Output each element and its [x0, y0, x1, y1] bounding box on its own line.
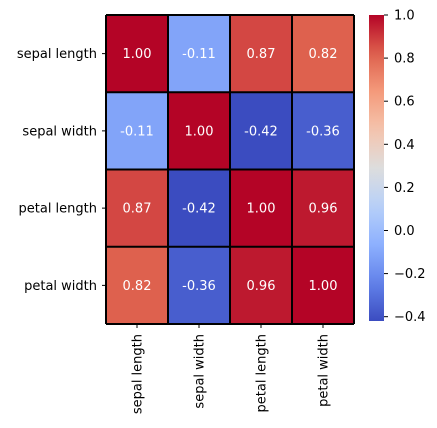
cell-value-label: -0.36	[306, 124, 340, 139]
colorbar-tick-label: 0.8	[394, 52, 415, 67]
heatmap-cell	[230, 246, 292, 324]
colorbar-tick-label: 0.2	[394, 181, 415, 196]
cell-value-label: 1.00	[309, 279, 338, 294]
colorbar-tick-label: −0.2	[394, 267, 426, 282]
colorbar-gradient	[369, 15, 384, 321]
heatmap-cell	[106, 15, 168, 93]
cell-value-label: -0.42	[182, 202, 216, 217]
colorbar-tick-label: −0.4	[394, 310, 426, 325]
heatmap-cell	[106, 92, 168, 170]
colorbar: 1.0 0.8 0.6 0.4 0.2 0.0 −0.2 −0.4	[369, 9, 426, 325]
heatmap-cell	[292, 15, 354, 93]
cell-value-label: -0.42	[244, 124, 278, 139]
heatmap-cell	[106, 246, 168, 324]
column-label: petal length	[255, 334, 270, 413]
heatmap-cell	[292, 92, 354, 170]
heatmap-cell	[168, 92, 230, 170]
heatmap-cell	[292, 246, 354, 324]
cell-value-label: 0.87	[247, 47, 276, 62]
heatmap-cell	[168, 169, 230, 247]
colorbar-tick-label: 0.6	[394, 95, 415, 110]
heatmap-cell	[292, 169, 354, 247]
cell-value-label: 0.82	[123, 279, 152, 294]
colorbar-tick-label: 0.0	[394, 224, 415, 239]
row-labels: sepal length sepal width petal length petal…	[17, 47, 106, 294]
cell-value-label: 0.96	[309, 202, 338, 217]
heatmap-cell	[230, 92, 292, 170]
heatmap-cell	[168, 15, 230, 93]
cell-value-label: -0.36	[182, 279, 216, 294]
heatmap-cell	[168, 246, 230, 324]
heatmap-cell	[106, 169, 168, 247]
row-label: sepal length	[17, 47, 97, 62]
row-label: petal width	[24, 279, 97, 294]
column-labels: sepal length sepal width petal length petal…	[131, 324, 332, 414]
cell-value-label: 0.82	[309, 47, 338, 62]
heatmap-cells: 1.00 -0.11 0.87 0.82 -0.11 1.00 -0.42 -0.36 0.87…	[105, 14, 355, 325]
cell-value-label: 1.00	[123, 47, 152, 62]
cell-value-label: -0.11	[182, 47, 216, 62]
cell-value-label: 1.00	[247, 202, 276, 217]
column-label: sepal width	[193, 334, 208, 409]
cell-value-label: 0.96	[247, 279, 276, 294]
colorbar-tick-label: 1.0	[394, 9, 415, 24]
cell-value-label: 1.00	[185, 124, 214, 139]
colorbar-tick-label: 0.4	[394, 138, 415, 153]
column-label: sepal length	[131, 334, 146, 414]
cell-value-label: -0.11	[120, 124, 154, 139]
heatmap-cell	[230, 15, 292, 93]
cell-value-label: 0.87	[123, 202, 152, 217]
row-label: sepal width	[22, 124, 97, 139]
heatmap-cell	[230, 169, 292, 247]
row-label: petal length	[19, 202, 98, 217]
column-label: petal width	[317, 334, 332, 407]
